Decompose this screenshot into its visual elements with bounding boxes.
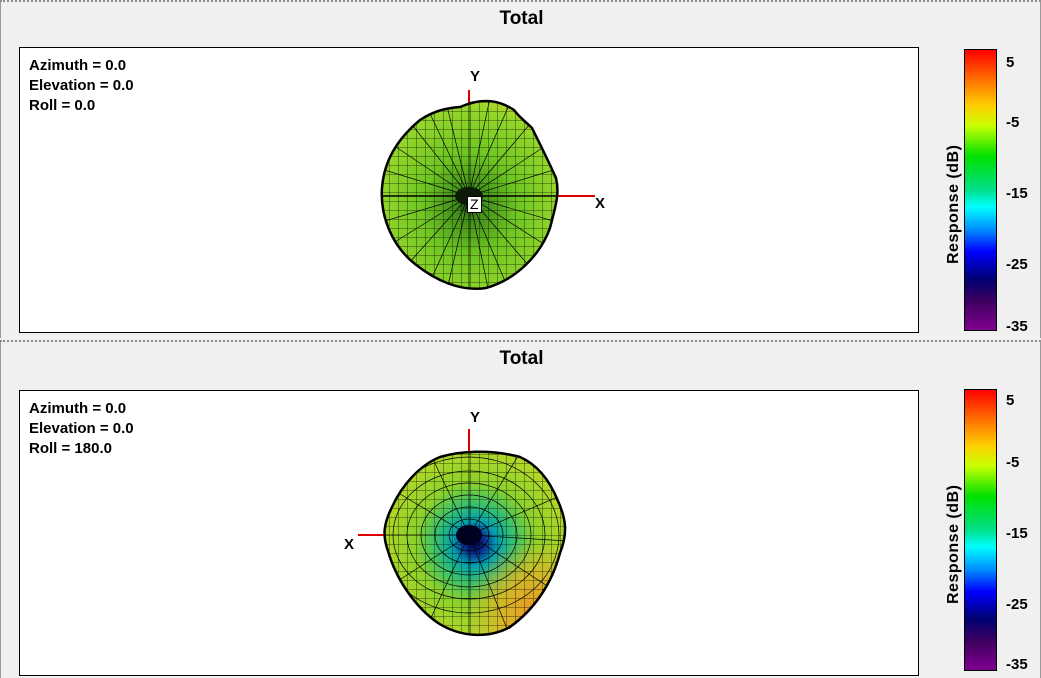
panel-title: Total	[499, 8, 544, 29]
colorbar	[964, 389, 997, 671]
orientation-readout: Azimuth = 0.0 Elevation = 0.0 Roll = 180…	[29, 399, 134, 459]
plot-panel-bottom: Total Azimuth = 0.0 Elevation = 0.0 Roll…	[0, 340, 1041, 678]
colorbar-tick: -15	[1006, 525, 1028, 542]
azimuth-readout: Azimuth = 0.0	[29, 400, 127, 417]
y-axis-label: Y	[470, 409, 481, 426]
colorbar-tick: -25	[1006, 596, 1028, 613]
radiation-pattern-3d	[358, 429, 567, 637]
colorbar-tick: -15	[1006, 185, 1028, 202]
plot-area[interactable]: Azimuth = 0.0 Elevation = 0.0 Roll = 180…	[19, 390, 919, 676]
elevation-readout: Elevation = 0.0	[29, 77, 134, 94]
colorbar	[964, 49, 997, 331]
colorbar-tick: 5	[1006, 54, 1015, 71]
azimuth-readout: Azimuth = 0.0	[29, 57, 127, 74]
x-axis-label: X	[595, 195, 606, 212]
roll-readout: Roll = 180.0	[29, 440, 112, 457]
x-axis-label: X	[344, 536, 355, 553]
colorbar-tick: -5	[1006, 454, 1020, 471]
colorbar-tick: -5	[1006, 114, 1020, 131]
z-axis-label: Z	[467, 196, 482, 213]
orientation-readout: Azimuth = 0.0 Elevation = 0.0 Roll = 0.0	[29, 56, 134, 116]
plot-area[interactable]: Azimuth = 0.0 Elevation = 0.0 Roll = 0.0	[19, 47, 919, 333]
plot-panel-top: Total Azimuth = 0.0 Elevation = 0.0 Roll…	[0, 0, 1041, 338]
roll-readout: Roll = 0.0	[29, 97, 96, 114]
y-axis-label: Y	[470, 68, 481, 85]
colorbar-tick: -35	[1006, 318, 1028, 335]
colorbar-tick: -35	[1006, 656, 1028, 673]
radiation-pattern-3d	[380, 90, 595, 291]
panel-title: Total	[499, 348, 544, 369]
colorbar-title: Response (dB)	[945, 144, 962, 264]
colorbar-tick: -25	[1006, 256, 1028, 273]
colorbar-title: Response (dB)	[945, 484, 962, 604]
colorbar-tick: 5	[1006, 392, 1015, 409]
elevation-readout: Elevation = 0.0	[29, 420, 134, 437]
